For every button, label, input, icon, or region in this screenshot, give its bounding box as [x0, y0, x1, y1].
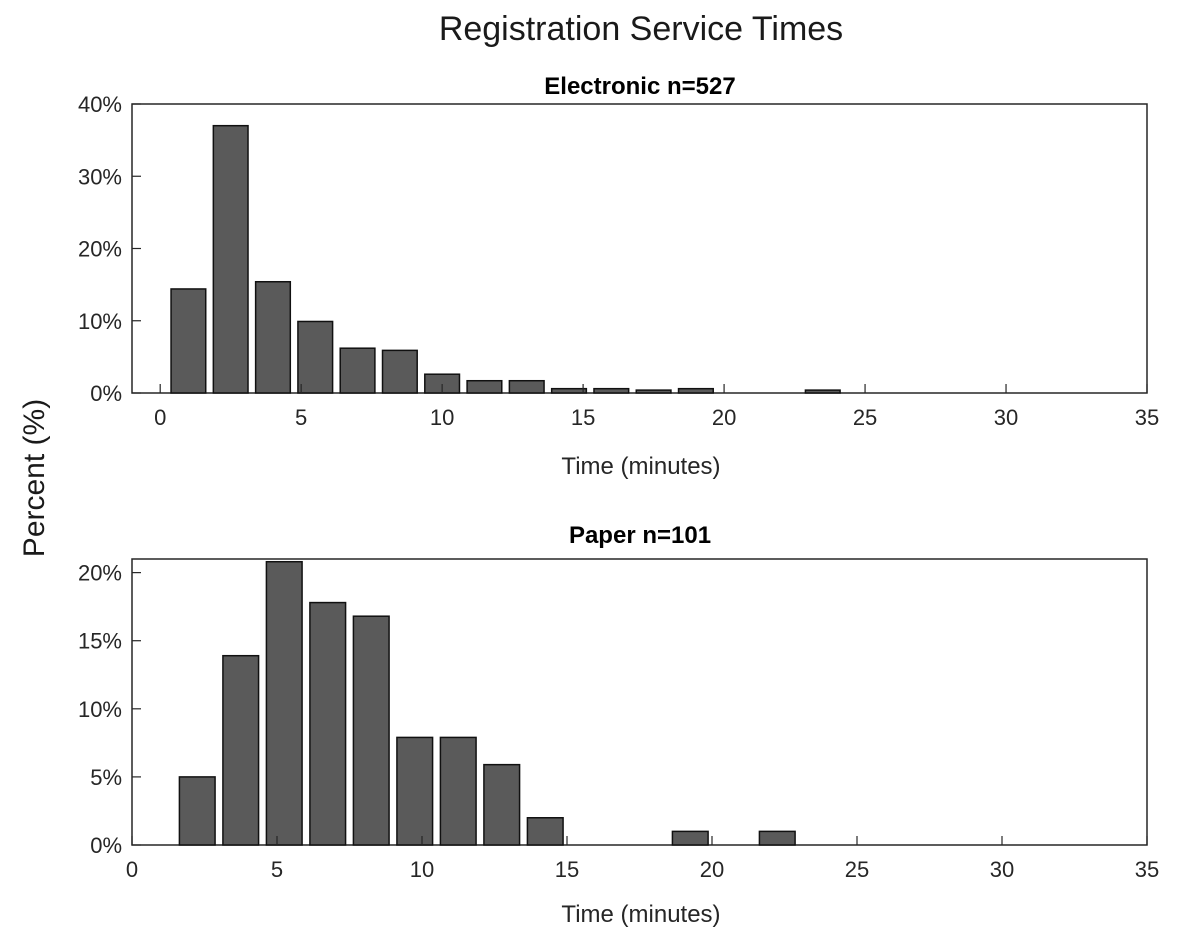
paper-y-tick-label: 5%	[90, 765, 122, 790]
paper-bar	[758, 830, 796, 846]
electronic-y-tick-label: 40%	[78, 92, 122, 117]
paper-bar	[352, 615, 390, 846]
paper-x-tick-label: 0	[126, 857, 138, 882]
paper-y-tick-label: 20%	[78, 561, 122, 586]
electronic-bar	[804, 389, 841, 394]
paper-x-ticks: 0 5 10 15 20 25 30 35	[126, 836, 1159, 882]
paper-bar	[309, 601, 347, 846]
electronic-x-tick-label: 20	[712, 405, 736, 430]
electronic-x-tick-label: 25	[853, 405, 877, 430]
electronic-x-ticks: 0 5 10 15 20 25 30 35	[154, 384, 1159, 430]
paper-bar	[222, 654, 260, 846]
electronic-bar	[635, 389, 672, 394]
electronic-bar	[339, 347, 376, 394]
electronic-bar	[593, 387, 630, 394]
paper-y-tick-label: 0%	[90, 833, 122, 858]
electronic-bar	[550, 387, 588, 394]
electronic-y-tick-label: 10%	[78, 309, 122, 334]
paper-bar	[483, 763, 521, 846]
paper-bar	[526, 817, 564, 846]
electronic-bar	[381, 349, 418, 394]
electronic-bar	[677, 387, 714, 394]
electronic-x-axis-label: Time (minutes)	[561, 453, 720, 480]
electronic-panel-title: Electronic n=527	[544, 73, 735, 100]
paper-bar	[671, 830, 709, 846]
electronic-bars	[170, 124, 841, 394]
paper-x-tick-label: 30	[990, 857, 1014, 882]
electronic-x-tick-label: 15	[571, 405, 595, 430]
electronic-bar	[254, 280, 292, 394]
electronic-bar	[508, 379, 545, 394]
paper-x-tick-label: 15	[555, 857, 579, 882]
paper-x-tick-label: 20	[700, 857, 724, 882]
electronic-bar	[466, 379, 503, 394]
electronic-y-tick-label: 30%	[78, 164, 122, 189]
paper-histogram: Paper n=101 Time (minutes) 0 5 10 15 20 25 30 3…	[78, 522, 1159, 928]
paper-bar	[396, 736, 434, 846]
figure-title: Registration Service Times	[439, 10, 843, 48]
electronic-x-tick-label: 0	[154, 405, 166, 430]
electronic-y-ticks: 0% 10% 20% 30% 40%	[78, 92, 141, 406]
electronic-histogram: Electronic n=527 Time (minutes) 0 5 10 15 20…	[78, 73, 1159, 480]
paper-bar	[265, 560, 303, 846]
electronic-bar	[212, 124, 249, 394]
electronic-x-tick-label: 35	[1135, 405, 1159, 430]
electronic-x-tick-label: 5	[295, 405, 307, 430]
paper-y-ticks: 0% 5% 10% 15% 20%	[78, 561, 141, 858]
paper-x-tick-label: 35	[1135, 857, 1159, 882]
electronic-x-tick-label: 10	[430, 405, 454, 430]
paper-y-tick-label: 15%	[78, 629, 122, 654]
paper-x-axis-label: Time (minutes)	[561, 901, 720, 928]
paper-x-tick-label: 10	[410, 857, 434, 882]
electronic-bar	[170, 288, 207, 394]
paper-bar	[178, 776, 216, 846]
electronic-y-tick-label: 0%	[90, 381, 122, 406]
paper-panel-title: Paper n=101	[569, 522, 711, 549]
paper-bars	[178, 560, 796, 846]
paper-bar	[439, 736, 477, 846]
electronic-y-tick-label: 20%	[78, 237, 122, 262]
electronic-x-tick-label: 30	[994, 405, 1018, 430]
paper-x-tick-label: 5	[271, 857, 283, 882]
paper-y-tick-label: 10%	[78, 697, 122, 722]
y-axis-label: Percent (%)	[18, 399, 51, 557]
electronic-bar	[297, 320, 334, 394]
paper-x-tick-label: 25	[845, 857, 869, 882]
